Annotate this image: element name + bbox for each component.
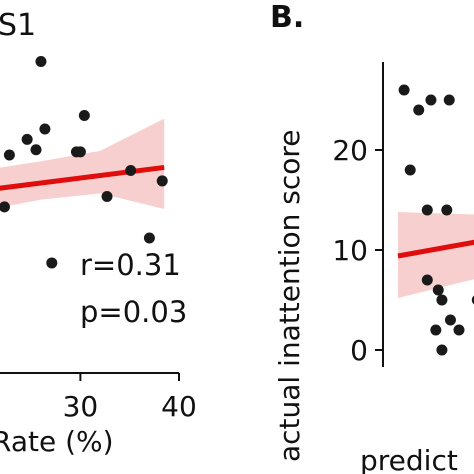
data-point-b-5 <box>421 204 433 216</box>
r-annotation: r=0.31 <box>80 248 181 282</box>
data-point-b-8 <box>432 284 444 296</box>
data-point-a-6 <box>35 56 47 68</box>
data-point-a-4 <box>21 133 33 145</box>
data-point-b-2 <box>413 104 425 116</box>
data-point-a-13 <box>125 165 137 177</box>
data-point-b-13 <box>436 344 448 356</box>
y-tick-label-b-0: 0 <box>350 334 368 367</box>
x-ticks-a: 30 40 <box>63 373 197 423</box>
data-point-b-14 <box>471 295 474 305</box>
y-tick-label-b-1: 10 <box>332 234 368 267</box>
data-point-a-7 <box>39 123 51 135</box>
confidence-band-a <box>0 118 165 209</box>
data-point-b-3 <box>425 94 437 106</box>
x-tick-label-a-1: 40 <box>161 390 197 423</box>
data-point-b-1 <box>404 164 416 176</box>
points-a <box>0 56 168 269</box>
data-point-b-11 <box>453 324 465 336</box>
panel-a: 30 40 S1 r=0.31 p=0.03 Rate (%) <box>0 8 197 458</box>
y-tick-label-b-2: 20 <box>332 134 368 167</box>
data-point-b-6 <box>441 204 453 216</box>
data-point-b-12 <box>430 324 442 336</box>
confidence-band-b <box>398 212 474 298</box>
data-point-a-5 <box>30 144 42 156</box>
data-point-a-2 <box>0 201 10 213</box>
data-point-a-8 <box>46 257 58 269</box>
data-point-b-10 <box>444 314 456 326</box>
p-annotation: p=0.03 <box>80 295 187 329</box>
data-point-b-4 <box>443 94 455 106</box>
fit-line-b <box>397 239 474 259</box>
data-point-b-7 <box>421 274 433 286</box>
panel-b: B. 0 10 20 actual inattention score predic… <box>270 0 474 474</box>
data-point-b-0 <box>398 84 410 96</box>
panel-a-title: S1 <box>0 8 36 43</box>
data-point-a-3 <box>3 149 15 161</box>
data-point-a-15 <box>156 175 168 187</box>
y-ticks-b: 0 10 20 <box>332 134 383 367</box>
points-b <box>398 84 474 356</box>
panel-b-title: B. <box>270 0 304 35</box>
x-axis-label-a: Rate (%) <box>0 425 114 458</box>
data-point-b-9 <box>436 294 448 306</box>
data-point-a-12 <box>101 191 113 202</box>
data-point-a-10 <box>74 146 86 158</box>
data-point-a-14 <box>143 232 155 244</box>
y-axis-label-b: actual inattention score <box>273 130 306 463</box>
x-tick-label-a-0: 30 <box>63 390 99 423</box>
x-axis-label-b: predict <box>360 444 458 474</box>
data-point-a-11 <box>78 110 90 122</box>
